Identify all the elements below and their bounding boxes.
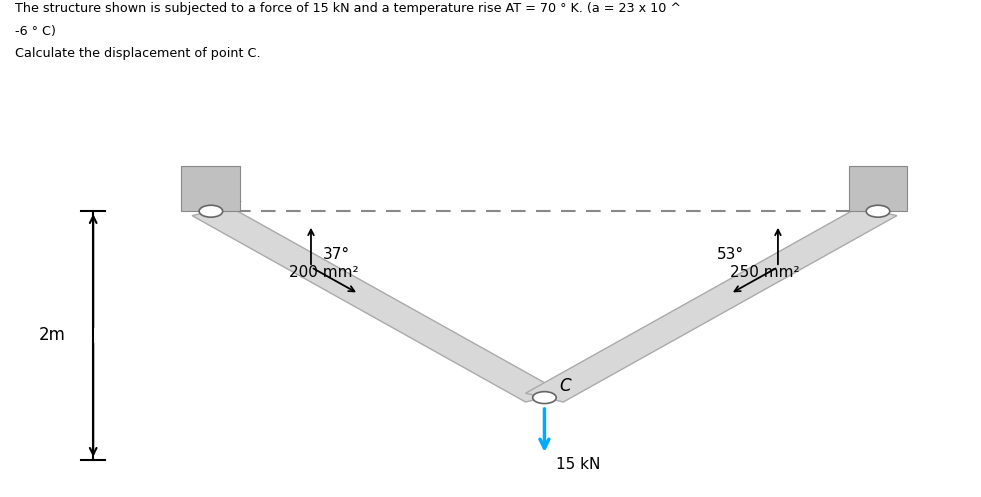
Text: B: B (896, 188, 907, 206)
Text: 200 mm²: 200 mm² (289, 264, 358, 280)
Text: 15 kN: 15 kN (556, 457, 600, 472)
Text: A: A (231, 188, 242, 206)
Text: 53°: 53° (717, 247, 745, 262)
FancyBboxPatch shape (849, 166, 907, 211)
Circle shape (866, 205, 890, 217)
Polygon shape (526, 207, 897, 402)
Text: 2m: 2m (39, 327, 66, 344)
Text: 250 mm²: 250 mm² (731, 264, 800, 280)
Text: -6 ° C): -6 ° C) (15, 25, 56, 38)
Circle shape (199, 205, 223, 217)
Circle shape (533, 392, 556, 404)
FancyBboxPatch shape (181, 166, 240, 211)
Text: Calculate the displacement of point C.: Calculate the displacement of point C. (15, 47, 260, 60)
Text: 37°: 37° (323, 247, 350, 262)
Polygon shape (192, 207, 563, 402)
Text: C: C (559, 377, 571, 395)
Text: The structure shown is subjected to a force of 15 kN and a temperature rise AT =: The structure shown is subjected to a fo… (15, 2, 681, 15)
